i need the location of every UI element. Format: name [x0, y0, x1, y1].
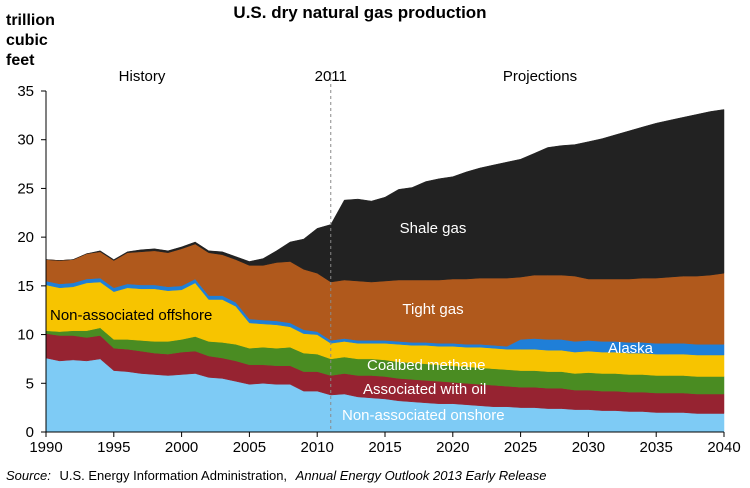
history-label: History [119, 68, 166, 85]
series-label-offshore: Non-associated offshore [50, 307, 212, 324]
y-tick-label: 15 [17, 278, 34, 295]
y-tick-label: 5 [26, 375, 34, 392]
divider-year-label: 2011 [315, 68, 347, 85]
series-label-alaska: Alaska [608, 340, 654, 357]
series-label-associated-oil: Associated with oil [363, 381, 486, 398]
x-tick-label: 2000 [165, 439, 198, 456]
source-publication: Annual Energy Outlook 2013 Early Release [295, 468, 547, 483]
x-tick-label: 2030 [572, 439, 605, 456]
y-tick-label: 10 [17, 327, 34, 344]
y-tick-label: 25 [17, 180, 34, 197]
stacked-areas [45, 109, 725, 433]
y-tick-label: 20 [17, 229, 34, 246]
x-tick-label: 2025 [504, 439, 537, 456]
y-axis-label-line-1: trillion [6, 12, 55, 29]
source-prefix: Source: [6, 468, 51, 483]
source-agency: U.S. Energy Information Administration, [59, 468, 287, 483]
y-tick-label: 35 [17, 83, 34, 100]
x-tick-label: 1990 [29, 439, 62, 456]
x-tick-label: 2040 [707, 439, 740, 456]
x-tick-label: 2015 [368, 439, 401, 456]
series-label-shale-gas: Shale gas [400, 220, 467, 237]
x-tick-label: 2035 [640, 439, 673, 456]
series-label-coalbed-methane: Coalbed methane [367, 357, 485, 374]
y-axis-label-line-2: cubic [6, 32, 48, 49]
x-tick-label: 1995 [97, 439, 130, 456]
area-shale-gas [45, 109, 725, 283]
projections-label: Projections [503, 68, 577, 85]
x-tick-label: 2020 [436, 439, 469, 456]
x-tick-label: 2005 [233, 439, 266, 456]
series-label-tight-gas: Tight gas [402, 301, 463, 318]
source-note: Source: U.S. Energy Information Administ… [6, 468, 546, 483]
series-label-onshore: Non-associated onshore [342, 407, 505, 424]
y-axis-label-line-3: feet [6, 52, 35, 69]
x-tick-label: 2010 [301, 439, 334, 456]
y-tick-label: 30 [17, 132, 34, 149]
y-tick-label: 0 [26, 424, 34, 441]
chart-title: U.S. dry natural gas production [233, 3, 486, 22]
